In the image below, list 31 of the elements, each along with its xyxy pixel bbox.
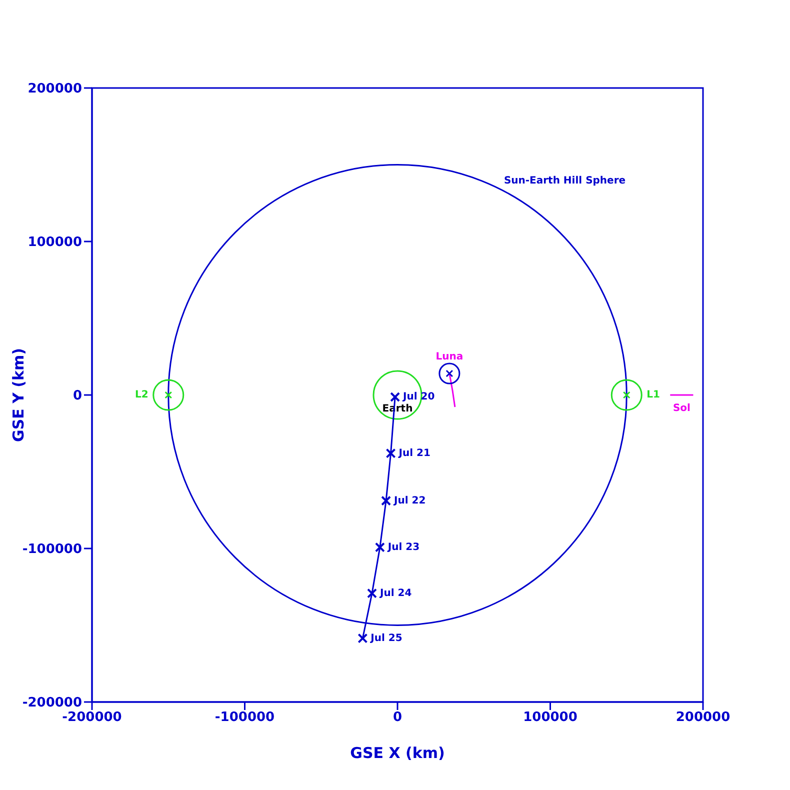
y-tick-label: 0 — [72, 388, 82, 404]
annotation: Sun-Earth Hill Sphere — [504, 175, 626, 186]
y-tick-label: -200000 — [22, 696, 82, 711]
y-tick-label: 100000 — [28, 235, 82, 250]
x-tick-label: 0 — [392, 710, 402, 726]
x-tick-label: 200000 — [676, 710, 730, 726]
point — [374, 542, 385, 552]
x-tick-label: -100000 — [214, 710, 275, 726]
y-axis-title: GSE Y (km) — [9, 348, 28, 442]
point — [152, 379, 184, 411]
point — [610, 379, 642, 411]
x-tick-label: -200000 — [62, 710, 122, 726]
series-label: Luna — [436, 352, 464, 363]
point — [358, 633, 368, 644]
data-label: Jul 21 — [398, 448, 430, 459]
data-label: Jul 22 — [393, 495, 426, 506]
y-tick-label: -100000 — [22, 542, 82, 558]
data-label: Jul 25 — [370, 632, 402, 644]
y-tick-label: 200000 — [28, 82, 82, 97]
series-label: L1 — [646, 390, 660, 400]
x-tick-label: 100000 — [523, 710, 578, 726]
data-label: Jul 24 — [378, 588, 412, 599]
point — [366, 588, 377, 598]
point — [390, 392, 400, 402]
point — [381, 496, 392, 506]
point — [438, 362, 460, 384]
data-label: Jul 23 — [386, 542, 420, 553]
series-label: Sol — [672, 403, 690, 414]
point — [386, 448, 396, 458]
x-axis-title: GSE X (km) — [350, 744, 445, 762]
series-label: L2 — [135, 390, 148, 400]
